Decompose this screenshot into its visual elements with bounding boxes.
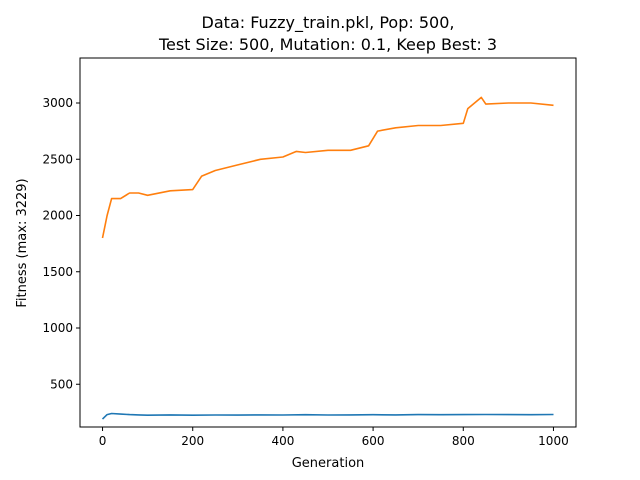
- y-ticks: 500 1000 1500 2000 2500 3000: [42, 96, 80, 391]
- x-axis-label: Generation: [292, 456, 365, 471]
- y-tick-label: 3000: [42, 96, 73, 110]
- series-line-2: [101, 96, 554, 239]
- chart-title-line2: Test Size: 500, Mutation: 0.1, Keep Best…: [158, 35, 497, 54]
- y-tick-label: 1500: [42, 265, 73, 279]
- x-tick-label: 1000: [538, 434, 569, 448]
- series-line-1: [101, 412, 554, 420]
- y-axis-label: Fitness (max: 3229): [15, 178, 30, 307]
- plot-frame: [79, 57, 577, 428]
- x-tick-label: 400: [271, 434, 294, 448]
- x-tick-label: 200: [181, 434, 204, 448]
- x-tick-label: 800: [452, 434, 475, 448]
- chart-title-line1: Data: Fuzzy_train.pkl, Pop: 500,: [202, 13, 455, 33]
- x-ticks: 0 200 400 600 800 1000: [99, 427, 569, 448]
- series-layer: [101, 96, 554, 420]
- y-tick-label: 2500: [42, 152, 73, 166]
- y-tick-label: 1000: [42, 321, 73, 335]
- x-tick-label: 0: [99, 434, 107, 448]
- y-tick-label: 500: [50, 377, 73, 391]
- x-tick-label: 600: [362, 434, 385, 448]
- y-tick-label: 2000: [42, 209, 73, 223]
